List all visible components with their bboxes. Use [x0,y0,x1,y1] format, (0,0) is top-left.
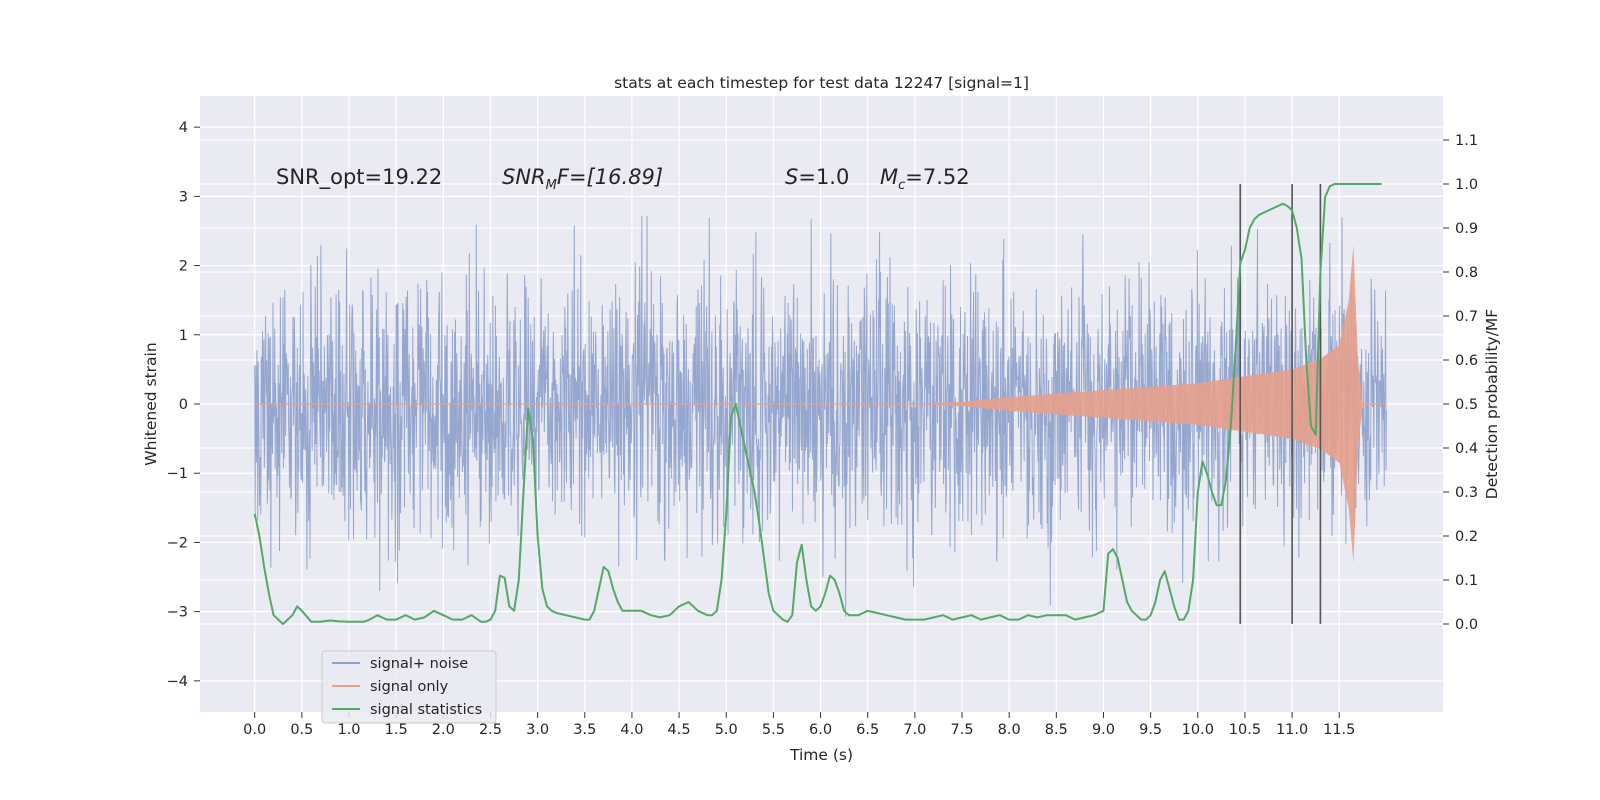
x-tick-label-15: 7.5 [950,722,973,738]
yr-tick-label-10: 0.1 [1455,573,1478,589]
x-tick-label-0: 0.0 [243,722,266,738]
yr-tick-label-5: 0.6 [1455,353,1478,369]
yl-tick-label-2: 2 [179,259,188,275]
yr-tick-label-8: 0.3 [1455,485,1478,501]
x-tick-label-12: 6.0 [809,722,832,738]
x-tick-label-13: 6.5 [856,722,879,738]
x-tick-label-7: 3.5 [573,722,596,738]
x-tick-label-3: 1.5 [385,722,408,738]
legend-label-noise: signal+ noise [370,656,468,672]
legend: signal+ noise signal only signal statist… [321,650,497,724]
statistics-line [253,183,1382,625]
x-axis-ticks: 0.0 0.5 1.0 1.5 2.0 2.5 3.0 3.5 4.0 4.5 5.0 5.5 6.0 6… [243,712,1355,738]
yr-tick-label-9: 0.2 [1455,529,1478,545]
x-tick-label-23: 11.5 [1323,722,1355,738]
annotation-snr-mf: SNRMF=[16.89] [502,165,663,193]
x-tick-label-21: 10.5 [1229,722,1261,738]
x-tick-label-22: 11.0 [1276,722,1308,738]
yr-tick-label-0: 1.1 [1455,133,1478,149]
x-tick-label-14: 7.0 [903,722,926,738]
statistics-series [253,183,1382,625]
yr-tick-label-1: 1.0 [1455,177,1478,193]
legend-label-stats: signal statistics [370,702,482,718]
x-tick-label-9: 4.5 [668,722,691,738]
x-tick-label-8: 4.0 [620,722,643,738]
yr-tick-label-11: 0.0 [1455,617,1478,633]
yl-tick-label-5: −1 [167,466,188,482]
yl-tick-label-8: −4 [167,674,188,690]
x-tick-label-1: 0.5 [290,722,313,738]
x-tick-label-20: 10.0 [1182,722,1214,738]
x-tick-label-19: 9.5 [1139,722,1162,738]
x-tick-label-18: 9.0 [1092,722,1115,738]
x-tick-label-16: 8.0 [998,722,1021,738]
yl-tick-label-1: 3 [179,189,188,205]
annotation-mc: Mc=7.52 [880,165,970,193]
annotation-s: S=1.0 [785,165,849,189]
y-left-axis-label: Whitened strain [142,342,160,465]
yl-tick-label-3: 1 [179,328,188,344]
annotations: SNR_opt=19.22 SNRMF=[16.89] S=1.0 Mc=7.5… [276,165,970,193]
yr-tick-label-3: 0.8 [1455,265,1478,281]
y-right-axis-label: Detection probability/MF [1483,309,1501,500]
yr-tick-label-4: 0.7 [1455,309,1478,325]
x-axis-label: Time (s) [789,746,853,764]
yr-tick-label-7: 0.4 [1455,441,1478,457]
chart-title: stats at each timestep for test data 122… [614,74,1029,92]
yl-tick-label-6: −2 [167,535,188,551]
x-tick-label-17: 8.5 [1045,722,1068,738]
x-tick-label-6: 3.0 [526,722,549,738]
annotation-snr-opt: SNR_opt=19.22 [276,165,442,190]
x-tick-label-5: 2.5 [479,722,502,738]
signal-series [254,244,1387,564]
yr-tick-label-2: 0.9 [1455,221,1478,237]
x-tick-label-11: 5.5 [762,722,785,738]
yl-tick-label-4: 0 [179,397,188,413]
legend-box [321,650,497,724]
yl-tick-label-7: −3 [167,605,188,621]
legend-label-signal: signal only [370,679,449,695]
noise-line [254,215,1387,617]
yr-tick-label-6: 0.5 [1455,397,1478,413]
yl-tick-label-0: 4 [179,120,188,136]
y-left-axis-ticks: 4 3 2 1 0 −1 −2 −3 −4 [167,120,200,690]
x-tick-label-4: 2.0 [432,722,455,738]
x-tick-label-2: 1.0 [337,722,360,738]
noise-series [254,215,1387,617]
x-tick-label-10: 5.0 [715,722,738,738]
y-right-axis-ticks: 1.1 1.0 0.9 0.8 0.7 0.6 0.5 0.4 0.3 0.2 0.1 0.0 [1443,133,1478,633]
